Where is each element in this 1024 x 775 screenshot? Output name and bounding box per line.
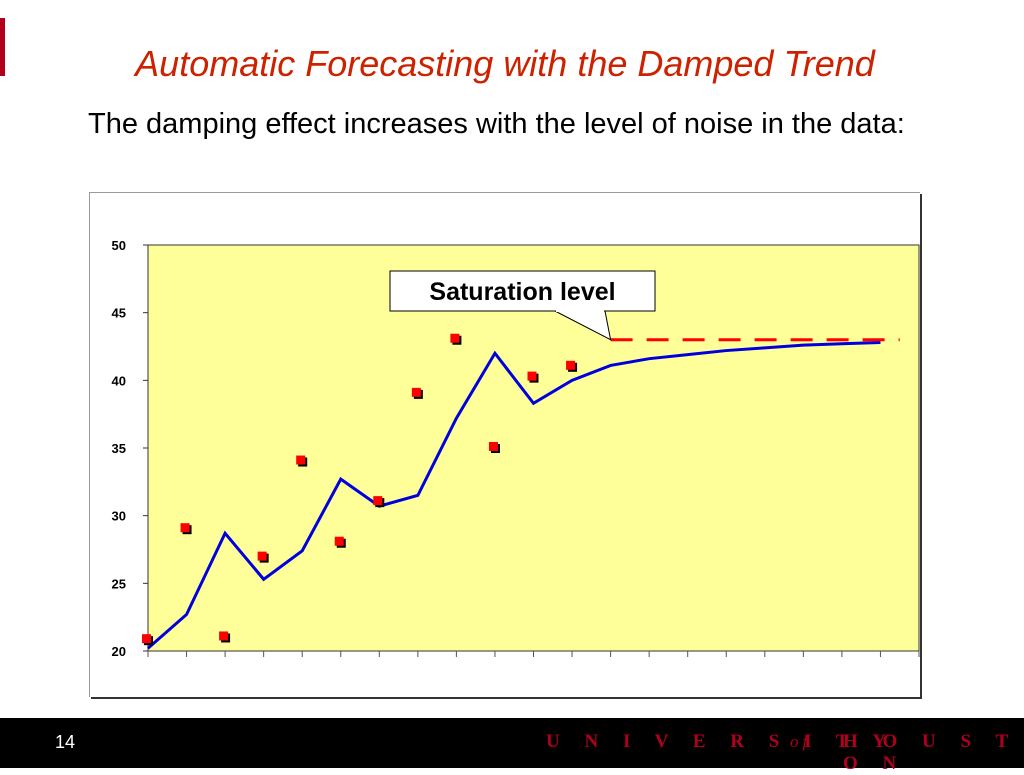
data-point [527,371,537,381]
data-point [257,551,267,561]
fitted-line [147,340,881,650]
data-point [219,631,229,641]
data-point [373,496,383,506]
data-point [566,360,576,370]
university-wordmark: U N I V E R S I T Y [546,731,896,752]
data-point [411,387,421,397]
data-point [334,536,344,546]
houston-wordmark: H O U S T O N [843,731,1018,774]
data-point [450,333,460,343]
callout-box [389,270,656,312]
slide-title: Automatic Forecasting with the Damped Tr… [135,43,875,84]
university-of-wordmark: of [790,732,812,751]
plot-area [147,244,920,652]
y-tick-label: 20 [112,644,126,659]
page-number: 14 [55,732,76,752]
slide-edge-mark [0,18,5,76]
y-tick-label: 40 [112,373,126,388]
footer-bar: 14 U N I V E R S I T Y of H O U S T O N [0,718,1024,774]
y-tick-label: 45 [112,306,126,321]
data-point [142,634,151,644]
data-point [488,442,498,451]
chart-frame: 20 25 30 35 40 45 50 Saturation level [89,192,920,697]
y-tick-label: 35 [112,441,126,456]
y-tick-label: 50 [112,238,126,253]
data-point [180,523,190,533]
y-tick-label: 25 [112,576,126,591]
callout-label: Saturation level [429,278,615,306]
chart: 20 25 30 35 40 45 50 Saturation level [112,238,920,659]
slide-subtitle: The damping effect increases with the le… [88,108,905,140]
y-tick-label: 30 [112,509,126,524]
data-point [296,455,306,465]
